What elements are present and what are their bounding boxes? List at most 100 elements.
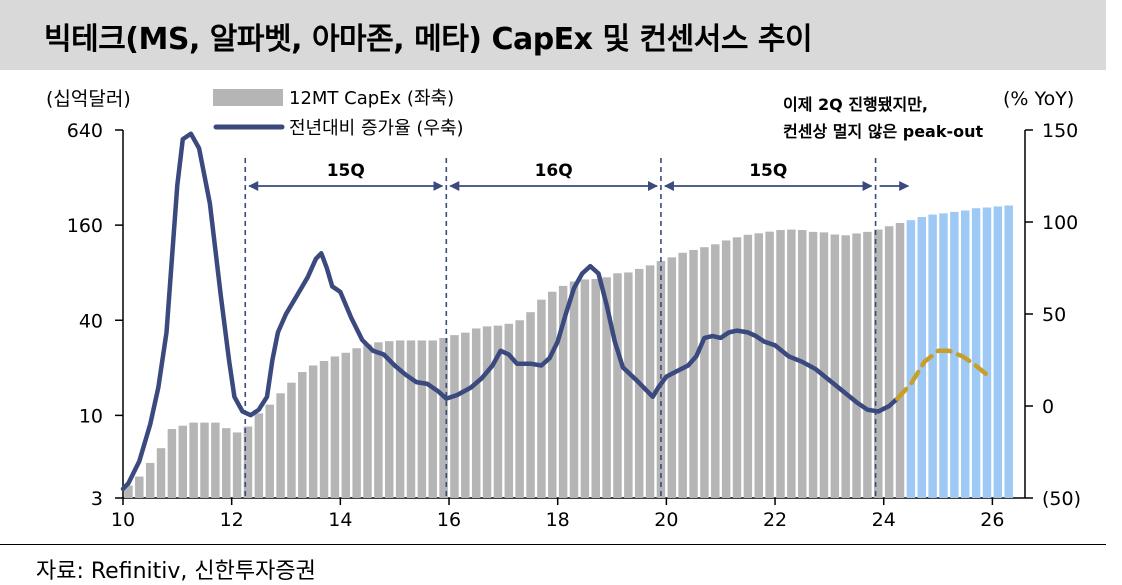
capex-bar <box>537 299 546 498</box>
x-tick-label: 24 <box>872 509 896 531</box>
capex-bar <box>124 485 133 498</box>
annotation-note-line-1: 이제 2Q 진행됐지만, <box>783 95 928 114</box>
left-tick-label: 160 <box>67 215 103 237</box>
x-tick-label: 10 <box>111 509 135 531</box>
capex-bar <box>200 422 209 498</box>
left-tick-label: 640 <box>67 120 103 142</box>
right-axis-ticks: (50) 0 50 100 150 <box>1025 120 1081 510</box>
capex-bar <box>841 235 850 499</box>
capex-bar <box>308 365 318 498</box>
capex-bar <box>645 265 655 498</box>
capex-bar <box>711 244 720 498</box>
capex-bar <box>504 323 514 498</box>
right-tick-label: 150 <box>1042 120 1078 142</box>
x-tick-label: 18 <box>546 509 570 531</box>
capex-bar <box>395 340 405 498</box>
capex-bar <box>819 232 829 498</box>
source-divider <box>0 544 1106 545</box>
capex-bar <box>417 340 427 498</box>
capex-bar <box>569 281 579 498</box>
capex-bar <box>450 335 459 498</box>
capex-bar <box>721 240 731 498</box>
capex-bar <box>330 356 340 498</box>
capex-bar <box>656 261 666 498</box>
capex-bar <box>526 312 535 498</box>
capex-bar <box>254 413 264 498</box>
capex-bar <box>461 332 470 498</box>
capex-bar <box>471 328 481 498</box>
capex-bar <box>602 277 611 498</box>
chart-title: 빅테크(MS, 알파벳, 아마존, 메타) CapEx 및 컨센서스 추이 <box>44 22 813 57</box>
capex-bar <box>895 223 905 498</box>
capex-bar <box>624 272 633 498</box>
capex-bar <box>222 428 231 498</box>
left-tick-label: 10 <box>79 405 103 427</box>
capex-bar <box>852 233 861 498</box>
capex-bar <box>363 344 372 498</box>
left-tick-label: 40 <box>79 310 103 332</box>
legend: 12MT CapEx (좌축) 전년대비 증가율 (우축) <box>213 88 464 139</box>
right-tick-label: 0 <box>1042 396 1054 418</box>
right-axis-unit-label: (% YoY) <box>1003 88 1074 110</box>
capex-bar <box>374 342 383 498</box>
capex-bar <box>265 404 274 498</box>
source-note: 자료: Refinitiv, 신한투자증권 <box>36 559 316 584</box>
period-label: 15Q <box>749 161 787 181</box>
capex-bar <box>580 279 590 498</box>
capex-bar <box>178 425 188 498</box>
capex-bar <box>428 340 437 498</box>
capex-bar <box>493 325 503 498</box>
capex-bar <box>787 229 796 498</box>
x-tick-label: 22 <box>763 509 787 531</box>
capex-bar <box>515 320 524 498</box>
capex-bar <box>613 273 622 498</box>
yoy-line-actual <box>120 131 900 492</box>
legend-bar-label: 12MT CapEx (좌축) <box>289 88 454 109</box>
capex-bar <box>678 252 687 498</box>
capex-bars <box>124 205 1013 499</box>
annotation-note-line-2: 컨센상 멀지 않은 peak-out <box>783 122 984 141</box>
capex-bar <box>667 257 677 498</box>
capex-chart: (십억달러) (% YoY) 12MT CapEx (좌축) 전년대비 증가율 … <box>46 88 1081 531</box>
capex-bar <box>874 229 883 498</box>
legend-line-label: 전년대비 증가율 (우축) <box>289 118 464 139</box>
capex-bar <box>135 476 144 498</box>
capex-bar <box>808 231 818 499</box>
x-axis-ticks: 10 12 14 16 18 20 22 24 26 <box>111 498 1004 531</box>
capex-bar <box>145 462 155 498</box>
forecast-bar <box>939 213 948 499</box>
capex-bar <box>167 429 177 498</box>
capex-bar <box>243 426 253 498</box>
forecast-bar <box>950 211 959 498</box>
capex-bar <box>287 382 296 498</box>
capex-bar <box>830 234 840 498</box>
capex-bar <box>700 247 709 498</box>
capex-bar <box>385 341 394 498</box>
capex-bar <box>232 432 242 498</box>
capex-bar <box>765 231 774 499</box>
forecast-bar <box>993 206 1003 499</box>
capex-bar <box>548 291 557 498</box>
forecast-bar <box>917 217 926 498</box>
capex-bar <box>276 393 285 498</box>
forecast-bar <box>906 220 916 498</box>
capex-bar <box>689 249 698 498</box>
forecast-bar <box>1004 205 1013 498</box>
left-axis-unit-label: (십억달러) <box>46 88 131 110</box>
capex-bar <box>863 231 872 499</box>
capex-bar <box>732 237 742 498</box>
forecast-bar <box>971 208 981 498</box>
capex-bar <box>319 360 329 498</box>
x-tick-label: 26 <box>980 509 1004 531</box>
capex-bar <box>211 422 220 498</box>
title-bar: 빅테크(MS, 알파벳, 아마존, 메타) CapEx 및 컨센서스 추이 <box>0 0 1106 70</box>
capex-bar <box>558 285 568 498</box>
left-axis-ticks: 3 10 40 160 640 <box>67 120 123 510</box>
x-tick-label: 16 <box>437 509 461 531</box>
capex-bar <box>439 337 448 498</box>
capex-bar <box>156 448 166 498</box>
x-tick-label: 20 <box>654 509 678 531</box>
period-label: 15Q <box>327 161 365 181</box>
x-tick-label: 12 <box>220 509 244 531</box>
right-tick-label: 50 <box>1042 304 1066 326</box>
